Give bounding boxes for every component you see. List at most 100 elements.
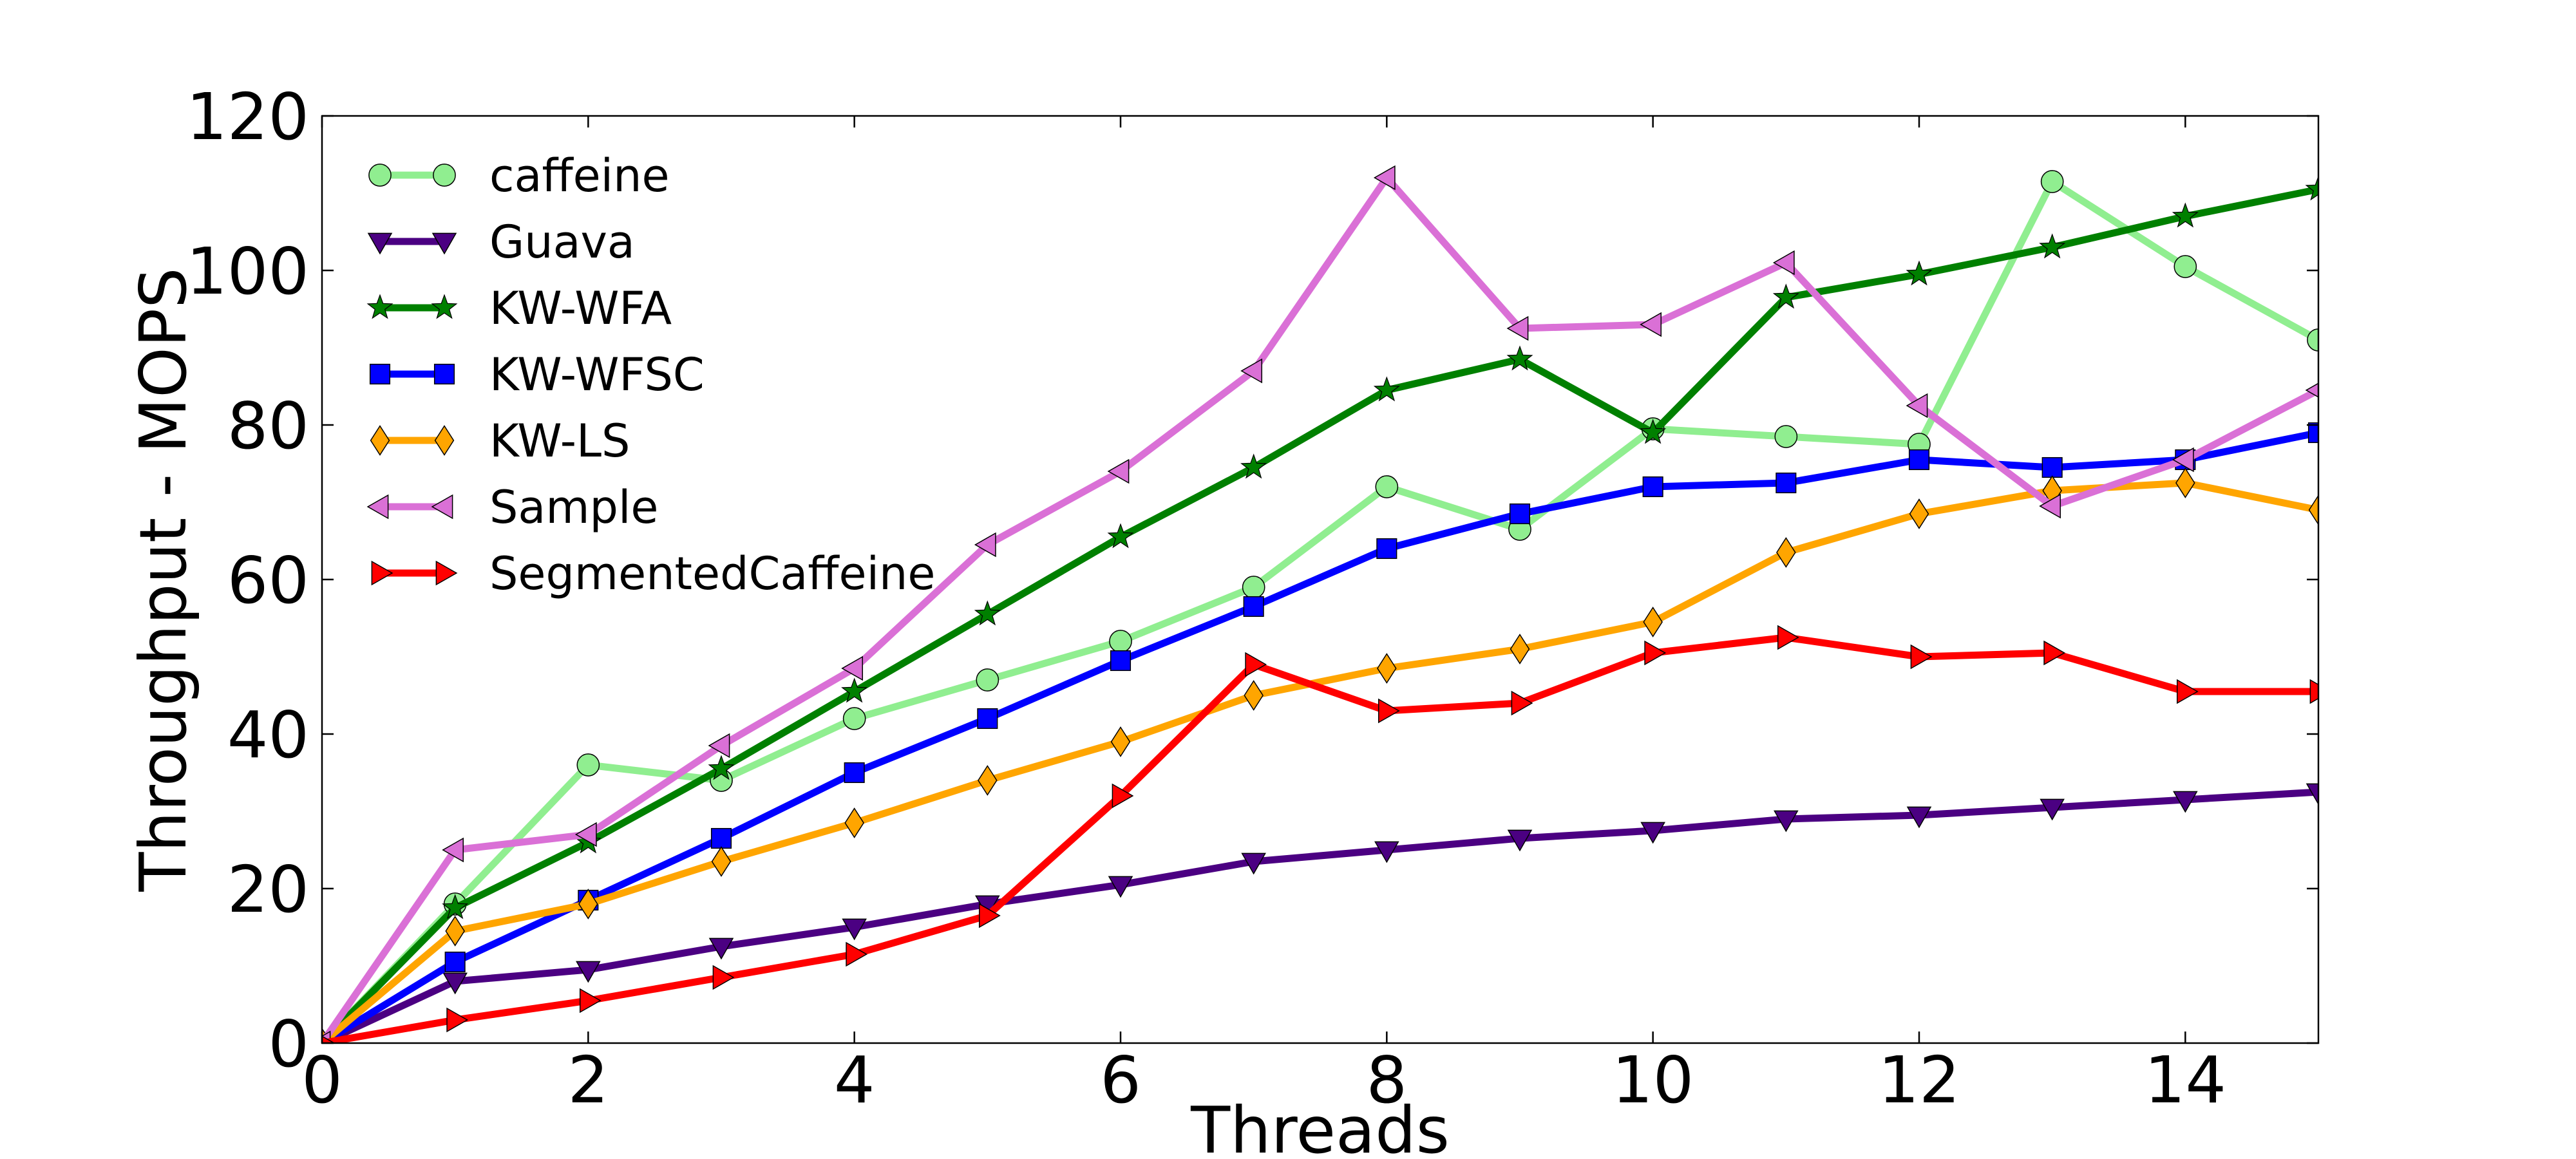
data-point-kw-wfa (1906, 260, 1933, 286)
data-point-segmentedcaffeine (712, 965, 735, 990)
legend-label-kw-wfa: KW-WFA (489, 282, 672, 335)
data-point-caffeine (1375, 475, 1399, 498)
data-point-kw-wfa (2039, 233, 2066, 259)
data-point-sample (1373, 165, 1396, 191)
series-line-kw-wfa (322, 185, 2318, 1043)
data-point-segmentedcaffeine (446, 1007, 469, 1033)
x-tick-label: 10 (1612, 1042, 1694, 1118)
legend-item-kw-wfsc: KW-WFSC (369, 348, 705, 401)
x-tick-label: 14 (2145, 1042, 2226, 1118)
data-point-kw-wfa (974, 600, 1001, 626)
data-point-kw-wfa (2172, 202, 2199, 228)
data-point-kw-wfsc (1243, 596, 1264, 617)
data-point-sample (574, 822, 597, 847)
legend-marker-caffeine (433, 164, 456, 187)
legend-marker-kw-ls (370, 425, 390, 456)
data-point-guava (1507, 829, 1533, 852)
legend-marker-sample (366, 494, 389, 520)
legend-item-kw-ls: KW-LS (370, 415, 630, 467)
data-point-sample (442, 837, 464, 863)
data-point-kw-ls (1110, 726, 1131, 757)
data-point-kw-ls (978, 765, 998, 796)
data-point-caffeine (2174, 255, 2197, 278)
data-point-guava (2173, 791, 2198, 813)
data-point-segmentedcaffeine (978, 903, 1001, 928)
data-point-sample (1772, 250, 1795, 276)
series-line-caffeine (322, 178, 2318, 1043)
data-point-caffeine (842, 707, 866, 730)
legend-marker-segmentedcaffeine (371, 560, 393, 586)
legend-marker-sample (431, 494, 453, 520)
data-point-kw-wfa (1772, 283, 1799, 309)
legend-marker-kw-wfa (366, 294, 393, 319)
data-point-segmentedcaffeine (1378, 698, 1400, 724)
legend-label-kw-ls: KW-LS (489, 415, 630, 467)
legend-label-guava: Guava (489, 216, 635, 269)
data-point-caffeine (576, 753, 600, 777)
data-point-guava (576, 961, 601, 983)
data-point-guava (1241, 853, 1266, 875)
data-point-sample (1640, 312, 1662, 337)
y-tick-label: 100 (186, 234, 309, 309)
data-point-sample (2172, 447, 2194, 473)
data-point-segmentedcaffeine (846, 941, 868, 967)
data-point-caffeine (2040, 170, 2064, 193)
data-point-segmentedcaffeine (579, 988, 601, 1013)
data-point-sample (974, 532, 996, 558)
legend-marker-kw-wfsc (433, 363, 455, 385)
data-point-kw-wfsc (1110, 650, 1132, 672)
legend-marker-guava (367, 232, 393, 255)
data-point-kw-wfsc (710, 827, 732, 849)
legend-marker-kw-wfa (431, 294, 458, 319)
data-point-kw-wfsc (1642, 476, 1663, 498)
series-line-kw-wfsc (322, 429, 2318, 1043)
data-point-sample (841, 655, 864, 681)
axes: 0 2 4 6 8 10 12 14 0 20 40 60 80 100 120 (186, 79, 2318, 1118)
data-point-kw-wfsc (977, 708, 998, 730)
x-tick-label: 4 (834, 1042, 875, 1118)
data-point-kw-ls (844, 807, 864, 838)
data-point-kw-wfsc (844, 762, 865, 784)
data-point-caffeine (1774, 425, 1798, 448)
data-point-sample (1906, 393, 1928, 419)
series-line-segmentedcaffeine (322, 634, 2318, 1043)
data-point-kw-wfa (1640, 419, 1667, 444)
data-point-segmentedcaffeine (1245, 652, 1267, 677)
data-point-segmentedcaffeine (1644, 640, 1667, 666)
data-point-kw-wfa (1506, 345, 1533, 371)
data-point-segmentedcaffeine (1910, 644, 1933, 670)
data-point-kw-wfa (708, 755, 735, 780)
data-point-kw-ls (1377, 653, 1397, 684)
data-point-segmentedcaffeine (322, 1035, 336, 1043)
x-tick-label: 12 (1878, 1042, 1960, 1118)
legend-marker-caffeine (368, 164, 392, 187)
legend-item-sample: Sample (366, 481, 658, 534)
legend-item-segmentedcaffeine: SegmentedCaffeine (371, 547, 935, 600)
legend-label-caffeine: caffeine (489, 149, 670, 202)
data-point-kw-wfa (1107, 523, 1134, 549)
series-caffeine (322, 170, 2318, 1043)
legend-marker-guava (431, 232, 457, 255)
x-tick-label: 2 (568, 1042, 609, 1118)
data-point-kw-wfa (2305, 175, 2318, 201)
data-point-kw-ls (578, 889, 598, 919)
data-point-guava (1108, 876, 1133, 898)
data-point-sample (1240, 358, 1263, 384)
series-line-kw-ls (322, 479, 2318, 1043)
data-point-sample (1506, 316, 1529, 341)
data-point-caffeine (1109, 630, 1132, 653)
data-point-segmentedcaffeine (1777, 625, 1799, 650)
legend-item-guava: Guava (367, 216, 635, 269)
data-point-kw-wfa (1373, 376, 1400, 402)
data-point-segmentedcaffeine (2309, 679, 2318, 704)
legend-marker-kw-wfsc (369, 363, 391, 385)
legend-label-kw-wfsc: KW-WFSC (489, 348, 705, 401)
y-tick-label: 0 (268, 1006, 309, 1082)
data-point-kw-ls (1244, 680, 1264, 711)
data-point-kw-wfsc (444, 951, 466, 973)
data-point-kw-ls (1510, 634, 1530, 664)
data-point-kw-wfsc (1376, 538, 1397, 560)
data-point-segmentedcaffeine (2176, 679, 2199, 704)
